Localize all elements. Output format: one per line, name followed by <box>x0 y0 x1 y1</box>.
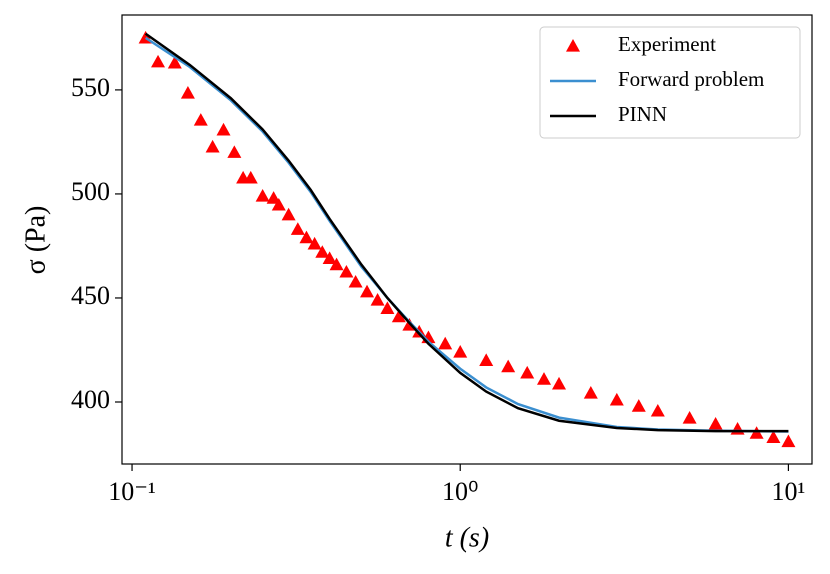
data-point <box>708 417 723 430</box>
data-point <box>348 274 363 288</box>
legend-label: Experiment <box>618 32 716 56</box>
data-point <box>329 257 344 271</box>
data-point <box>266 191 281 204</box>
legend-marker <box>566 39 580 52</box>
data-point <box>650 403 665 417</box>
data-point <box>730 422 745 435</box>
data-point <box>307 236 322 250</box>
x-tick-label: 10⁰ <box>442 477 478 506</box>
data-point <box>438 336 453 350</box>
data-point <box>205 139 220 153</box>
data-point <box>380 301 395 314</box>
data-point <box>781 434 796 448</box>
data-point <box>227 145 242 158</box>
data-point <box>682 411 697 424</box>
y-tick-label: 400 <box>71 385 110 414</box>
data-point <box>766 430 781 443</box>
data-point <box>520 365 535 379</box>
data-point <box>339 264 354 278</box>
data-point <box>360 284 375 298</box>
y-axis-label: σ (Pa) <box>20 206 51 275</box>
x-axis-label: t (s) <box>445 522 489 553</box>
data-point <box>501 359 516 373</box>
data-point <box>290 222 305 235</box>
x-tick-label: 10¹ <box>772 477 806 506</box>
data-point <box>151 54 166 68</box>
data-point <box>391 309 406 323</box>
data-point <box>216 122 231 136</box>
legend-box <box>539 26 801 139</box>
data-point <box>749 426 764 439</box>
data-point <box>537 372 552 385</box>
x-tick-label: 10⁻¹ <box>108 477 156 506</box>
legend-label: PINN <box>618 102 667 126</box>
data-point <box>167 55 182 69</box>
y-tick-label: 500 <box>71 177 110 206</box>
line <box>144 32 789 433</box>
data-point <box>281 207 296 221</box>
data-point <box>370 293 385 306</box>
data-point <box>552 376 567 390</box>
data-point <box>193 113 208 126</box>
data-point <box>631 399 646 412</box>
data-point <box>583 386 598 399</box>
data-point <box>453 345 468 358</box>
y-tick-label: 550 <box>71 73 110 102</box>
data-point <box>271 197 286 211</box>
data-point <box>609 392 624 406</box>
data-point <box>243 170 258 184</box>
data-point <box>479 353 494 366</box>
y-tick-label: 450 <box>71 281 110 310</box>
data-point <box>255 189 270 202</box>
data-point <box>322 251 337 265</box>
data-point <box>315 245 330 258</box>
legend-label: Forward problem <box>618 67 764 91</box>
data-point <box>180 86 195 99</box>
data-point <box>299 230 314 244</box>
plot-frame <box>121 14 813 465</box>
